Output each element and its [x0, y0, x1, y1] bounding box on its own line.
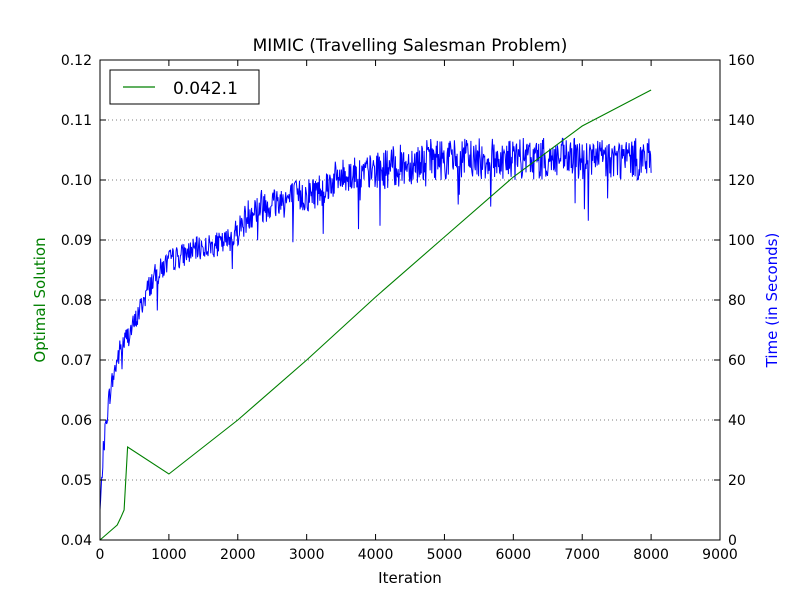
series-group: [99, 89, 652, 541]
x-tick-label: 4000: [358, 547, 394, 563]
x-tick-label: 0: [96, 547, 105, 563]
y-tick-label-left: 0.07: [61, 353, 92, 369]
x-tick-label: 6000: [496, 547, 532, 563]
series-optimal-solution-line: [99, 89, 652, 541]
x-tick-label: 5000: [427, 547, 463, 563]
ticks: 0.04 0.05 0.06 0.07 0.08 0.09 0.10 0.11 0.12 0 20 4…: [61, 53, 755, 563]
y-tick-label-left: 0.09: [61, 233, 92, 249]
y-tick-label-left: 0.04: [61, 533, 92, 549]
y-tick-label-right: 20: [728, 473, 746, 489]
x-tick-label: 7000: [564, 547, 600, 563]
y-tick-label-right: 140: [728, 113, 755, 129]
x-axis-label: Iteration: [378, 569, 442, 587]
y-tick-label-right: 80: [728, 293, 746, 309]
x-tick-label: 2000: [220, 547, 256, 563]
chart-title: MIMIC (Travelling Salesman Problem): [253, 36, 568, 56]
y-tick-label-right: 40: [728, 413, 746, 429]
y-tick-label-right: 160: [728, 53, 755, 69]
y-tick-label-right: 0: [728, 533, 737, 549]
x-tick-label: 9000: [702, 547, 738, 563]
y-tick-label-left: 0.08: [61, 293, 92, 309]
y-axis-label-left: Optimal Solution: [31, 237, 49, 362]
legend-label: 0.042.1: [173, 79, 238, 99]
y-tick-label-right: 100: [728, 233, 755, 249]
y-tick-label-left: 0.05: [61, 473, 92, 489]
legend: 0.042.1: [109, 69, 260, 105]
y-tick-label-left: 0.12: [61, 53, 92, 69]
y-tick-label-left: 0.06: [61, 413, 92, 429]
y-axis-label-right: Time (in Seconds): [763, 233, 781, 369]
x-tick-label: 3000: [289, 547, 325, 563]
y-tick-label-left: 0.10: [61, 173, 92, 189]
x-tick-label: 8000: [633, 547, 669, 563]
y-tick-label-right: 120: [728, 173, 755, 189]
series-time-line: [99, 137, 652, 511]
grid: [100, 119, 720, 481]
y-tick-label-left: 0.11: [61, 113, 92, 129]
x-tick-label: 1000: [151, 547, 187, 563]
y-tick-label-right: 60: [728, 353, 746, 369]
